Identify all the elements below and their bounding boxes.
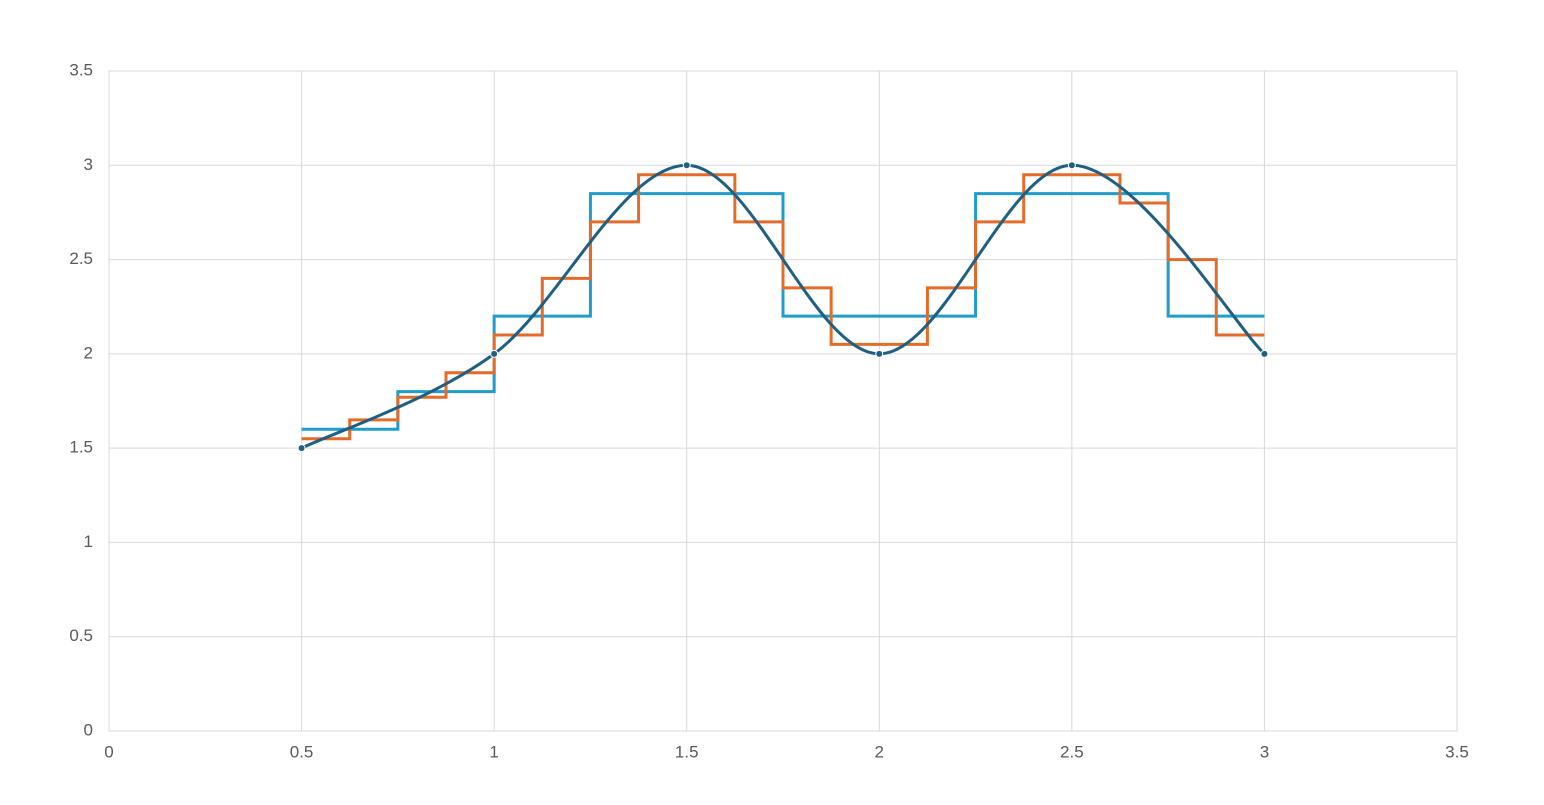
series-line — [301, 192, 1265, 431]
point — [297, 444, 306, 453]
y-tick-label: 1 — [84, 532, 93, 551]
y-tick-label: 3.5 — [69, 60, 93, 79]
x-tick-label: 0 — [104, 742, 113, 761]
y-tick-label: 0 — [84, 720, 93, 739]
x-tick-label: 1 — [489, 742, 498, 761]
x-tick-label: 1.5 — [675, 742, 699, 761]
y-tick-label: 1.5 — [69, 438, 93, 457]
point — [682, 161, 691, 170]
x-tick-label: 2.5 — [1060, 742, 1084, 761]
x-tick-label: 2 — [875, 742, 884, 761]
point — [875, 349, 884, 358]
y-tick-label: 0.5 — [69, 626, 93, 645]
x-tick-label: 3.5 — [1445, 742, 1469, 761]
x-tick-label: 3 — [1260, 742, 1269, 761]
point — [1067, 161, 1076, 170]
point — [1260, 349, 1269, 358]
y-tick-label: 2 — [84, 343, 93, 362]
y-tick-label: 2.5 — [69, 249, 93, 268]
point — [490, 349, 499, 358]
y-tick-label: 3 — [84, 155, 93, 174]
x-tick-label: 0.5 — [290, 742, 314, 761]
